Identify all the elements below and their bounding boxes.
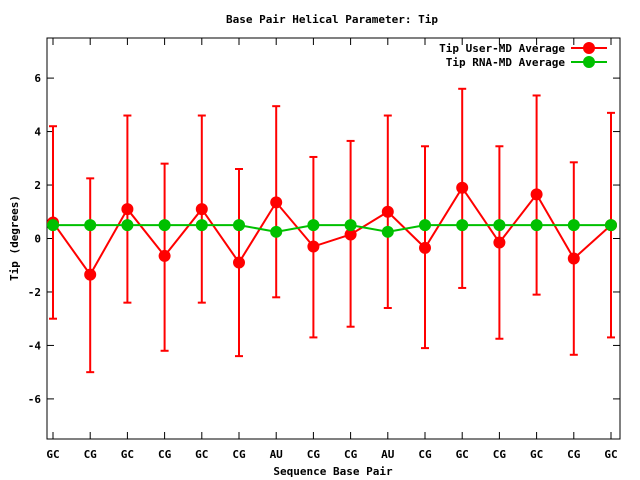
series-rna-md-point [456,219,469,232]
legend-entry-rna-md: Tip RNA-MD Average [446,56,607,69]
x-tick-label: GC [604,448,617,461]
x-tick-label: CG [493,448,507,461]
series-rna-md-point [605,219,617,232]
y-tick-label: 0 [34,233,41,246]
series-rna-md-point [233,219,245,232]
legend-entry-rna-md-label: Tip RNA-MD Average [446,56,566,69]
series-user-md-point [158,249,171,262]
y-tick-label: 4 [34,126,41,139]
series-user-md-point [270,196,283,209]
x-tick-label: CG [307,448,321,461]
series-user-md-point [493,236,506,249]
y-tick-label: -6 [28,393,42,406]
series-rna-md-point [47,219,59,232]
y-tick-label: -2 [28,286,41,299]
series-user-md-point [121,203,134,216]
series-rna-md-line-group [47,219,617,238]
plot-border [46,37,621,440]
series-user-md-point [456,181,469,194]
x-tick-label: CG [84,448,98,461]
plot-frame [46,37,621,440]
series-user-md-point [381,205,394,218]
series-user-md-line [52,185,612,277]
x-tick-label: GC [121,448,134,461]
series-user-md-point [419,241,431,254]
series-rna-md-point [419,219,431,232]
x-tick-label: AU [270,448,284,461]
x-tick-label: GC [456,448,469,461]
x-tick-label: GC [530,448,543,461]
series-rna-md-point [270,225,283,238]
x-tick-label: CG [232,448,246,461]
x-tick-label: AU [381,448,395,461]
series-rna-md-point [344,219,357,232]
series-rna-md-point [530,219,543,232]
series-rna-md-point [493,219,506,232]
x-tick-label: CG [158,448,172,461]
series-rna-md-point [567,219,580,232]
legend-entry-user-md-marker [583,42,595,54]
series-user-md-point [307,240,320,253]
series-rna-md-point [121,219,134,232]
chart-title: Base Pair Helical Parameter: Tip [226,13,438,26]
legend-entry-user-md: Tip User-MD Average [439,42,607,55]
x-axis-label: Sequence Base Pair [273,465,393,478]
series-rna-md-point [158,219,171,232]
series-rna-md-point [84,219,97,232]
series-user-md-point [195,203,208,216]
series-user-md-point [530,188,543,201]
series-layer [47,87,617,374]
series-rna-md-point [381,225,394,238]
x-axis: GC CG GC CG GC CG AU CG CG AU CG GC CG GC CG GC [46,38,618,461]
series-rna-md-point [195,219,208,232]
y-axis-label: Tip (degrees) [8,195,21,281]
error-bars [49,87,615,374]
x-tick-label: CG [567,448,581,461]
series-rna-md-line [53,224,611,233]
y-axis: -6 -4 -2 0 2 4 6 [28,72,620,406]
legend-entry-rna-md-marker [583,56,595,68]
legend-entry-user-md-label: Tip User-MD Average [439,42,565,55]
series-user-md-line-group [47,181,617,281]
x-tick-label: GC [46,448,59,461]
x-tick-label: CG [418,448,432,461]
x-tick-label: CG [344,448,358,461]
series-rna-md-point [307,219,320,232]
y-tick-label: -4 [28,339,42,352]
y-tick-label: 6 [34,72,41,85]
series-user-md-point [233,256,245,269]
y-tick-label: 2 [34,179,41,192]
series-user-md-point [84,268,97,281]
series-user-md-point [567,252,580,265]
x-tick-label: GC [195,448,208,461]
